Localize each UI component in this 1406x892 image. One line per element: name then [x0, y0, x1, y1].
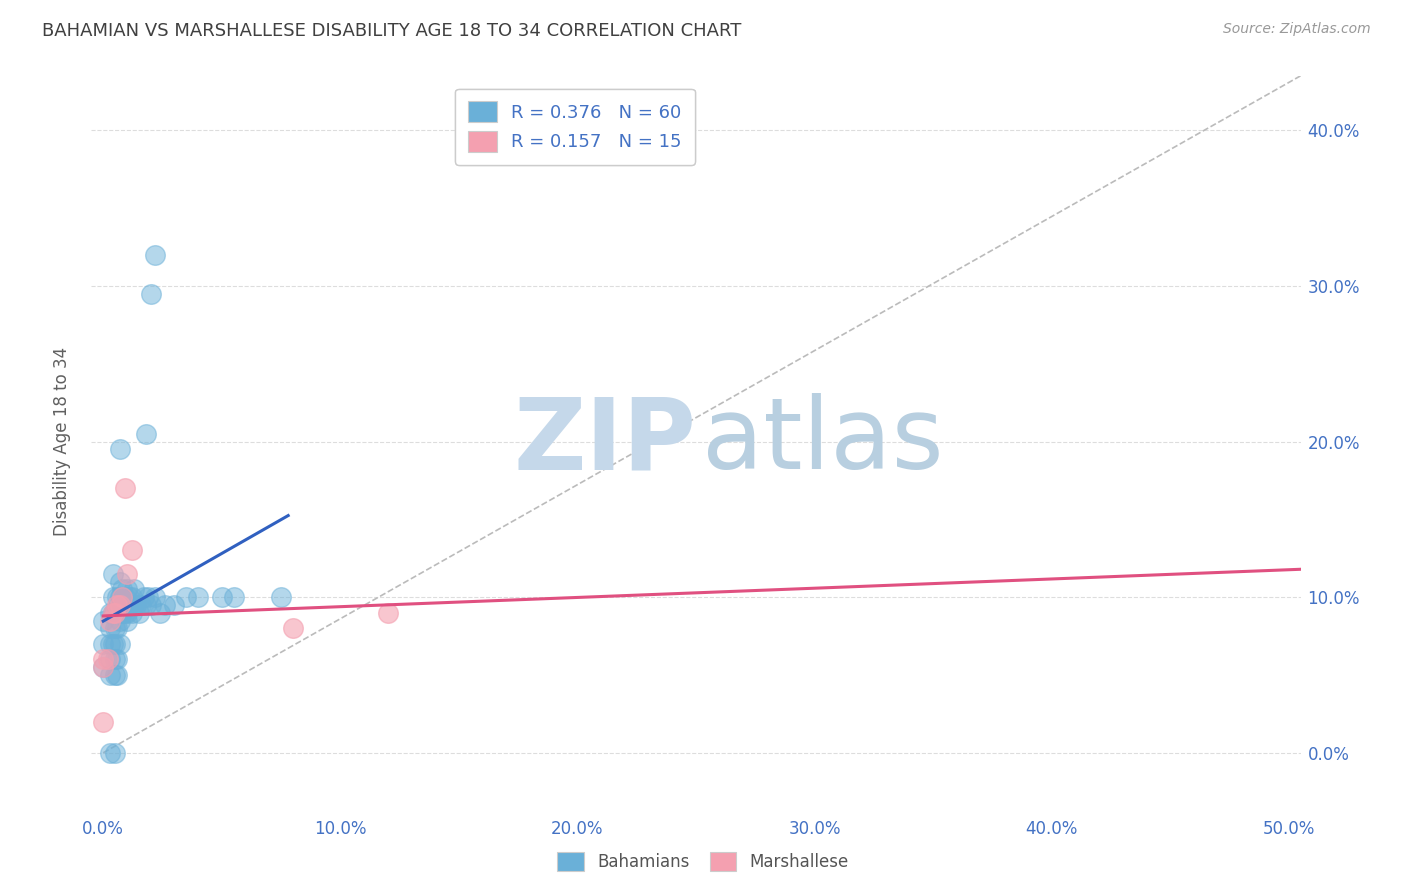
Point — [377, 606, 399, 620]
Point — [136, 590, 159, 604]
Point — [104, 621, 127, 635]
Point — [129, 598, 152, 612]
Point — [101, 637, 124, 651]
Point — [122, 598, 145, 612]
Point — [101, 590, 124, 604]
Point — [104, 746, 127, 760]
Text: BAHAMIAN VS MARSHALLESE DISABILITY AGE 18 TO 34 CORRELATION CHART: BAHAMIAN VS MARSHALLESE DISABILITY AGE 1… — [42, 22, 741, 40]
Legend: R = 0.376   N = 60, R = 0.157   N = 15: R = 0.376 N = 60, R = 0.157 N = 15 — [456, 88, 695, 164]
Point — [115, 598, 138, 612]
Point — [115, 614, 138, 628]
Point — [91, 614, 114, 628]
Point — [108, 606, 131, 620]
Point — [104, 652, 127, 666]
Point — [174, 590, 197, 604]
Legend: Bahamians, Marshallese: Bahamians, Marshallese — [548, 843, 858, 880]
Point — [108, 614, 131, 628]
Point — [111, 590, 134, 604]
Point — [115, 606, 138, 620]
Point — [222, 590, 245, 604]
Point — [139, 598, 162, 612]
Point — [114, 481, 136, 495]
Point — [91, 660, 114, 674]
Point — [97, 652, 120, 666]
Point — [107, 598, 129, 612]
Point — [111, 582, 134, 597]
Point — [98, 606, 121, 620]
Point — [187, 590, 209, 604]
Point — [111, 590, 134, 604]
Point — [98, 637, 121, 651]
Point — [91, 714, 114, 729]
Text: ZIP: ZIP — [513, 393, 696, 490]
Point — [135, 426, 157, 441]
Point — [91, 660, 114, 674]
Point — [139, 286, 162, 301]
Point — [115, 566, 138, 581]
Y-axis label: Disability Age 18 to 34: Disability Age 18 to 34 — [52, 347, 70, 536]
Point — [104, 606, 127, 620]
Point — [107, 621, 129, 635]
Point — [107, 668, 129, 682]
Point — [104, 637, 127, 651]
Point — [121, 543, 143, 558]
Point — [107, 590, 129, 604]
Point — [108, 598, 131, 612]
Point — [121, 606, 143, 620]
Point — [163, 598, 186, 612]
Point — [149, 606, 172, 620]
Point — [128, 606, 150, 620]
Point — [98, 652, 121, 666]
Text: Source: ZipAtlas.com: Source: ZipAtlas.com — [1223, 22, 1371, 37]
Point — [153, 598, 176, 612]
Point — [91, 637, 114, 651]
Point — [98, 668, 121, 682]
Point — [132, 590, 155, 604]
Point — [101, 566, 124, 581]
Point — [281, 621, 304, 635]
Point — [122, 582, 145, 597]
Point — [118, 598, 141, 612]
Point — [91, 652, 114, 666]
Point — [115, 582, 138, 597]
Point — [108, 442, 131, 457]
Point — [108, 574, 131, 589]
Point — [114, 590, 136, 604]
Point — [145, 248, 167, 262]
Point — [108, 590, 131, 604]
Point — [125, 598, 148, 612]
Point — [111, 598, 134, 612]
Point — [270, 590, 292, 604]
Point — [104, 606, 127, 620]
Point — [211, 590, 233, 604]
Point — [108, 637, 131, 651]
Point — [104, 668, 127, 682]
Text: atlas: atlas — [702, 393, 943, 490]
Point — [118, 590, 141, 604]
Point — [111, 606, 134, 620]
Point — [101, 606, 124, 620]
Point — [98, 746, 121, 760]
Point — [98, 621, 121, 635]
Point — [135, 598, 157, 612]
Point — [107, 652, 129, 666]
Point — [98, 614, 121, 628]
Point — [121, 590, 143, 604]
Point — [145, 590, 167, 604]
Point — [114, 606, 136, 620]
Point — [101, 606, 124, 620]
